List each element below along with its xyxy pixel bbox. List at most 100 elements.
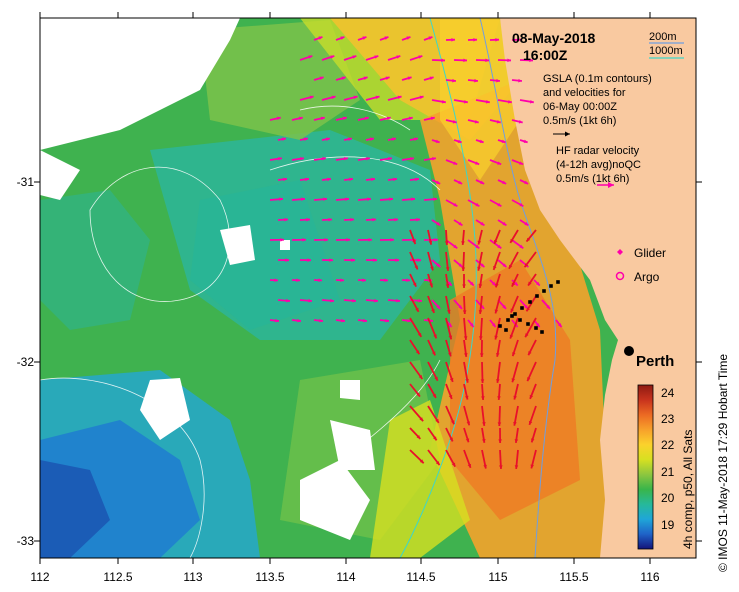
hf-vector-head [497,202,502,207]
hf-vector-head [389,197,393,202]
gsla-vector-head [445,284,450,288]
gsla-vector-head [509,334,514,339]
hf-vector-head [410,156,414,161]
hf-vector-head [479,139,484,144]
gsla-vector-head [499,465,503,469]
gsla-vector-head [493,265,497,270]
gsla-vector-head [528,420,533,425]
hf-vector-head [396,298,400,303]
hf-vector-head [344,156,348,161]
hf-vector-head [393,177,397,182]
hf-vector-head [280,238,284,242]
hf-vector-head [394,217,398,222]
hf-vector-head [513,281,518,286]
hf-vector-head [318,36,323,40]
hf-legend-line2: (4-12h avg)noQC [556,159,641,171]
hf-vector-head [364,116,369,121]
gsla-vector-head [513,395,517,400]
gsla-vector-head [514,465,519,469]
hf-vector-head [341,318,345,323]
gsla-vector-head [415,307,419,312]
hf-vector-head [475,202,480,207]
hf-vector-head [395,258,399,262]
hf-vector-head [414,137,418,141]
plot-frame [39,17,697,559]
hf-vector-head [452,119,457,124]
hf-vector-head [535,281,540,286]
hf-vector-head [375,95,380,100]
hf-vector-head [306,217,310,222]
hf-vector-head [502,221,507,226]
gsla-vector-head [445,267,450,271]
hf-vector-head [352,298,356,303]
gsla-vector-head [419,417,424,422]
hf-vector-head [298,116,303,121]
gsla-legend-line3: 06-May 00:00Z [543,101,617,113]
gsla-vector-head [526,237,531,242]
hf-vector-head [407,318,411,323]
hf-vector-head [326,137,330,141]
hf-vector-head [411,197,415,202]
hf-vector-head [441,58,445,63]
colorbar-tick-label: 19 [661,518,675,532]
hf-vector-head [320,116,325,121]
hf-vector-head [453,161,458,165]
gsla-vector-head [429,283,433,288]
gsla-vector-head [497,422,502,426]
hf-vector-head [346,238,350,242]
hf-vector-head [323,197,327,202]
glider-position [510,314,514,318]
hf-vector-head [453,244,458,249]
depth-1000m-label: 1000m [649,45,683,57]
colorbar-tick-label: 23 [661,412,675,426]
hf-scale-label: 0.5m/s (1kt 6h) [556,173,629,185]
glider-position [528,300,532,304]
hf-vector-head [384,278,388,283]
hf-vector-head [282,137,286,141]
no-data-gaps [40,18,375,540]
hf-vector-head [451,38,455,42]
gsla-vector-head [463,353,468,357]
gsla-vector-head [498,439,502,443]
hf-vector-head [367,197,371,202]
hf-vector-head [475,244,480,249]
hf-vector-head [308,55,313,59]
gsla-vector-head [434,376,438,381]
gsla-vector-head [435,461,440,466]
hf-vector-head [373,258,377,262]
gsla-vector-head [416,435,421,439]
hf-vector-head [430,116,435,121]
hf-vector-head [419,95,424,100]
hf-vector-head [284,217,288,222]
hf-vector-head [322,156,326,161]
argo-symbol-icon [615,271,625,281]
gsla-vector-head [433,334,437,339]
hf-vector-head [296,278,300,283]
hf-vector-head [418,298,422,303]
colorbar-label: 4h comp, p50, All Sats [681,430,695,549]
gsla-vector-head [479,336,483,340]
gsla-vector-head [448,394,453,399]
hf-vector-head [386,116,391,121]
x-tick-label: 114 [336,570,355,584]
x-tick-label: 115 [488,570,507,584]
hf-vector-head [415,177,419,182]
gsla-vector-head [433,436,437,441]
gsla-vector-head [418,375,423,380]
hf-vector-head [497,161,502,165]
gsla-vector-head [480,379,485,383]
gsla-vector [494,317,501,340]
hf-vector-head [285,258,289,262]
gsla-vector-head [526,307,530,312]
gsla-vector-head [494,335,498,340]
hf-vector-head [436,180,441,184]
hf-vector-head [328,217,332,222]
gsla-contours [40,105,441,558]
gsla-scale-arrowhead [565,131,570,137]
x-axis-labels: 112 112.5 113 113.5 114 114.5 115 115.5 … [30,570,659,584]
hf-vector-head [301,197,305,202]
hf-vector-head [324,238,328,242]
perth-marker [624,346,634,356]
hf-vector-head [501,139,506,144]
hf-vector-head [491,323,496,328]
